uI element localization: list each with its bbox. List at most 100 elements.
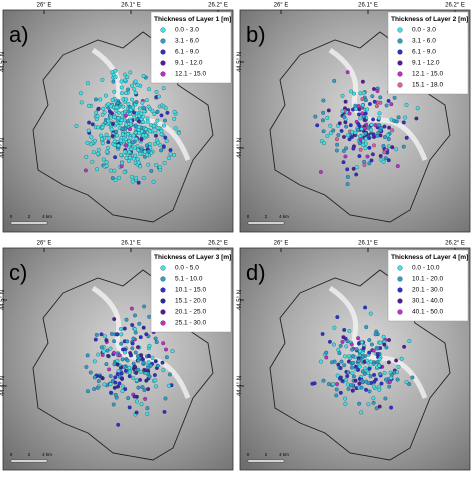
borehole [128,122,133,127]
borehole [128,112,133,117]
borehole [96,379,101,384]
borehole [389,405,394,410]
borehole [357,381,362,386]
borehole [375,89,380,94]
borehole [378,340,383,345]
longitude-label: 26° E [37,241,52,247]
borehole [133,79,138,84]
borehole [395,164,400,169]
borehole [102,110,107,115]
borehole [163,118,167,123]
legend-swatch [160,276,166,282]
borehole [164,355,169,360]
legend-swatch [160,60,166,66]
borehole [367,350,372,355]
borehole [376,130,381,135]
borehole [377,357,382,362]
borehole [358,116,363,121]
borehole [325,134,330,138]
borehole [349,89,354,94]
borehole [375,360,380,365]
borehole [145,412,150,416]
borehole [353,106,358,111]
borehole [372,372,377,377]
legend-swatch [397,27,403,33]
borehole [160,360,165,365]
borehole [318,170,323,174]
borehole [128,70,133,75]
borehole [139,137,144,142]
borehole [114,105,119,110]
borehole [360,79,365,84]
borehole [124,317,129,322]
borehole [91,150,96,155]
borehole [161,86,166,91]
borehole [84,365,89,369]
borehole [116,422,121,427]
legend-label: 12.1 - 15.0 [175,71,206,78]
borehole [133,313,137,318]
borehole [357,154,362,159]
legend-label: 10.1 - 15.0 [175,287,206,294]
borehole [371,348,376,353]
legend-box [387,249,469,322]
borehole [407,382,412,387]
longitude-label: 26° E [274,241,289,247]
borehole [326,382,331,387]
borehole [369,122,374,127]
borehole [338,376,342,381]
borehole [345,133,350,138]
borehole [371,400,376,405]
borehole [344,124,349,129]
legend-title: Thickness of Layer 1 [m] [154,16,231,23]
borehole [155,118,160,123]
borehole [392,95,397,100]
borehole [172,116,177,121]
borehole [343,336,348,341]
borehole [112,89,117,94]
borehole [168,152,173,157]
latitude-label: 44.5° N [237,290,243,310]
borehole [104,163,109,168]
borehole [143,133,148,138]
borehole [386,98,391,103]
borehole [106,145,110,150]
borehole [167,383,171,388]
borehole [154,163,159,168]
borehole [343,396,348,401]
borehole [162,409,167,414]
borehole [334,387,339,392]
borehole [325,115,330,120]
borehole [120,357,125,362]
borehole [362,163,367,167]
legend-label: 15.1 - 20.0 [175,298,206,305]
borehole [134,370,139,375]
borehole [134,378,139,383]
borehole [130,140,135,145]
borehole [128,136,133,141]
borehole [381,159,386,164]
borehole [152,373,157,378]
legend-label: 20.1 - 25.0 [175,309,206,316]
borehole [128,127,132,132]
borehole [344,378,349,383]
legend-label: 0.0 - 3.0 [412,27,436,34]
legend-swatch [397,265,403,271]
borehole [414,116,419,121]
borehole [335,315,340,320]
borehole [358,349,362,354]
borehole [350,347,355,352]
borehole [85,140,90,145]
borehole [124,143,129,148]
borehole [100,137,105,141]
borehole [357,376,362,381]
borehole [133,130,138,135]
borehole [146,360,151,365]
latitude-label: 44.4° N [0,376,6,396]
borehole [117,353,122,358]
borehole [143,368,148,373]
borehole [347,111,352,116]
borehole [332,78,337,83]
borehole [145,143,149,148]
